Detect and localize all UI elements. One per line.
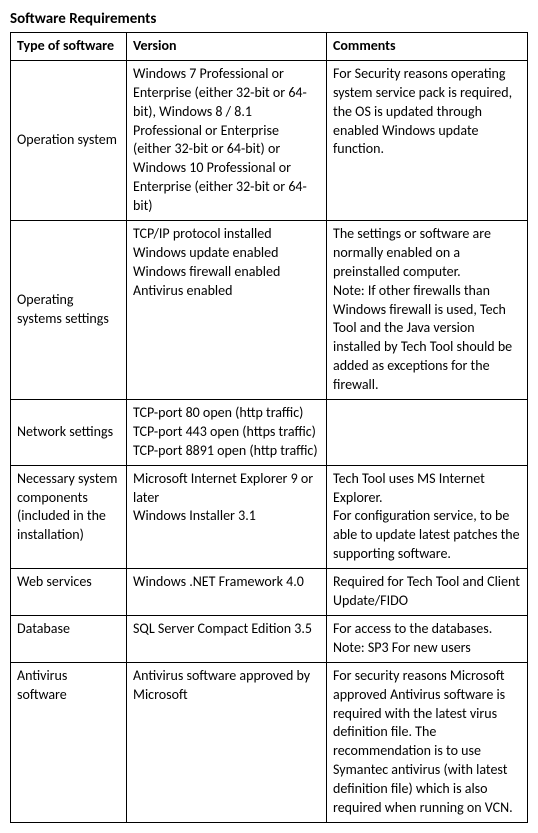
cell-type: Network settings [11,400,127,466]
cell-comments: Required for Tech Tool and Client Update… [327,569,528,616]
cell-type: Necessary system components (included in… [11,465,127,568]
cell-comments [327,400,528,466]
cell-version: Windows .NET Framework 4.0 [127,569,327,616]
table-header-row: Type of software Version Comments [11,33,528,61]
cell-version: TCP/IP protocol installed Windows update… [127,221,327,400]
table-row: Web servicesWindows .NET Framework 4.0Re… [11,569,528,616]
cell-type: Database [11,615,127,662]
col-header-comments: Comments [327,33,528,61]
table-row: Operation systemWindows 7 Professional o… [11,60,528,220]
table-row: DatabaseSQL Server Compact Edition 3.5Fo… [11,615,528,662]
cell-comments: For access to the databases. Note: SP3 F… [327,615,528,662]
cell-comments: For security reasons Microsoft approved … [327,662,528,822]
cell-comments: The settings or software are normally en… [327,221,528,400]
col-header-version: Version [127,33,327,61]
cell-version: Microsoft Internet Explorer 9 or laterWi… [127,465,327,568]
table-row: Operating systems settingsTCP/IP protoco… [11,221,528,400]
cell-type: Operation system [11,60,127,220]
cell-version: TCP-port 80 open (http traffic) TCP-port… [127,400,327,466]
cell-comments: Tech Tool uses MS Internet Explorer.For … [327,465,528,568]
cell-version: SQL Server Compact Edition 3.5 [127,615,327,662]
table-row: Antivirus softwareAntivirus software app… [11,662,528,822]
cell-version: Windows 7 Professional or Enterprise (ei… [127,60,327,220]
cell-type: Antivirus software [11,662,127,822]
cell-type: Operating systems settings [11,221,127,400]
table-row: Necessary system components (included in… [11,465,528,568]
page-title: Software Requirements [10,10,528,28]
cell-comments: For Security reasons operating system se… [327,60,528,220]
table-row: Network settingsTCP-port 80 open (http t… [11,400,528,466]
cell-version: Antivirus software approved by Microsoft [127,662,327,822]
col-header-type: Type of software [11,33,127,61]
requirements-table: Type of software Version Comments Operat… [10,32,528,823]
cell-type: Web services [11,569,127,616]
